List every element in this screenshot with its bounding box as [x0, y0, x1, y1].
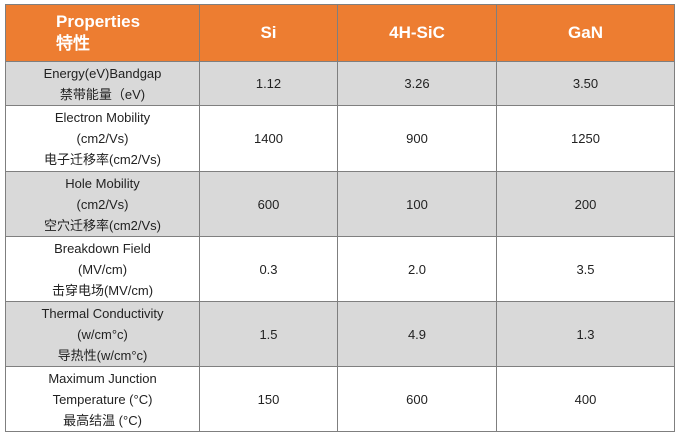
cell-text: 导热性(w/cm°c)	[57, 347, 148, 363]
table-cell: 400	[497, 367, 675, 432]
cell-text: (cm2/Vs)	[76, 196, 129, 212]
table-cell: 1.3	[497, 302, 675, 367]
cell-text: 1250	[571, 131, 600, 146]
table-cell: 1.12	[200, 62, 338, 106]
table-cell: 900	[338, 106, 497, 172]
cell-text: 900	[406, 131, 428, 146]
cell-text: 空穴迁移率(cm2/Vs)	[43, 217, 161, 233]
cell-text: 600	[406, 391, 428, 407]
table-cell: 600	[338, 367, 497, 432]
cell-text: Hole Mobility	[65, 175, 140, 191]
cell-text: 1.3	[576, 326, 595, 342]
table-cell: Energy(eV)Bandgap 禁带能量（eV)	[5, 62, 200, 106]
cell-text: 1400	[254, 131, 283, 146]
table-cell: 2.0	[338, 237, 497, 302]
cell-text: Temperature (°C)	[52, 391, 153, 407]
cell-text: Electron Mobility	[54, 110, 151, 125]
properties-table: Properties 特性 Si 4H-SiC GaN Energy(eV)Bandgap…	[5, 4, 675, 432]
table-cell: Hole Mobility (cm2/Vs) 空穴迁移率(cm2/Vs)	[5, 172, 200, 237]
table-cell: Maximum Junction Temperature (°C) 最高结温 (°C…	[5, 367, 200, 432]
cell-text: 3.26	[404, 76, 430, 91]
table-cell: 3.26	[338, 62, 497, 106]
table-cell: 4.9	[338, 302, 497, 367]
table-cell: Electron Mobility (cm2/Vs) 电子迁移率(cm2/Vs)	[5, 106, 200, 172]
table-cell: 3.5	[497, 237, 675, 302]
cell-text: 400	[574, 391, 597, 407]
cell-text: GaN	[568, 23, 603, 42]
cell-text: 3.50	[572, 76, 599, 91]
table-cell: 1400	[200, 106, 338, 172]
header-cell: Properties 特性	[5, 4, 200, 62]
cell-text: Si	[260, 23, 277, 42]
cell-text: Energy(eV)Bandgap	[43, 65, 162, 81]
cell-text: 4H-SiC	[389, 23, 445, 42]
cell-text: 150	[257, 391, 280, 407]
cell-text: 3.5	[576, 261, 595, 277]
cell-text: 4.9	[407, 326, 427, 342]
table-cell: 600	[200, 172, 338, 237]
table-cell: 1.5	[200, 302, 338, 367]
table-cell: 3.50	[497, 62, 675, 106]
cell-text: 600	[257, 196, 280, 212]
table-cell: Breakdown Field (MV/cm) 击穿电场(MV/cm)	[5, 237, 200, 302]
table-cell: 0.3	[200, 237, 338, 302]
cell-text: (MV/cm)	[77, 261, 128, 277]
cell-text: (cm2/Vs)	[76, 131, 129, 146]
cell-text: 1.5	[259, 326, 278, 342]
cell-text: 100	[406, 196, 428, 212]
table-cell: 150	[200, 367, 338, 432]
header-cell: GaN	[497, 4, 675, 62]
cell-text: 最高结温 (°C)	[63, 412, 142, 428]
table-cell: 1250	[497, 106, 675, 172]
cell-text: 1.12	[255, 76, 282, 91]
cell-text: 禁带能量（eV)	[59, 86, 146, 102]
table-cell: 200	[497, 172, 675, 237]
cell-text: 特性	[56, 34, 90, 53]
cell-text: 0.3	[259, 261, 278, 277]
table-cell: Thermal Conductivity (w/cm°c) 导热性(w/cm°c)	[5, 302, 200, 367]
cell-text: Properties	[56, 12, 141, 31]
cell-text: Thermal Conductivity	[41, 305, 164, 321]
cell-text: 2.0	[407, 261, 427, 277]
header-cell: Si	[200, 4, 338, 62]
cell-text: 200	[574, 196, 597, 212]
table-cell: 100	[338, 172, 497, 237]
cell-text: (w/cm°c)	[77, 326, 128, 342]
cell-text: Breakdown Field	[54, 240, 151, 256]
header-cell: 4H-SiC	[338, 4, 497, 62]
cell-text: Maximum Junction	[48, 370, 157, 386]
cell-text: 击穿电场(MV/cm)	[51, 282, 154, 298]
cell-text: 电子迁移率(cm2/Vs)	[43, 152, 161, 167]
